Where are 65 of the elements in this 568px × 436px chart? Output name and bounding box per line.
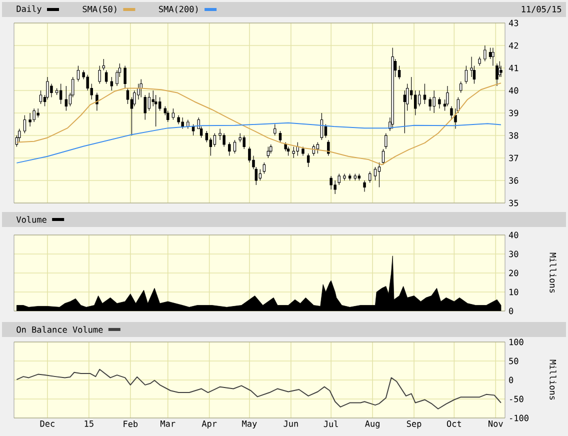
candlestick [302, 146, 304, 156]
candlestick [50, 83, 53, 98]
text: 11/05/15 [522, 6, 562, 14]
y-tick-label: 40 [508, 232, 518, 238]
legend-label: SMA(50) [82, 6, 116, 14]
y-tick-label: 37 [509, 154, 518, 162]
legend-label: Volume [16, 216, 46, 223]
y-tick-label: -50 [510, 396, 524, 402]
candlestick [124, 65, 126, 89]
x-tick-label: Jun [284, 420, 298, 427]
candlestick [384, 132, 388, 150]
y-tick-label: -100 [510, 414, 528, 422]
y-tick-label: 43 [508, 20, 518, 26]
y-tick-label: 10 [510, 288, 518, 296]
candlestick [116, 70, 118, 86]
candlestick [338, 173, 340, 186]
y-tick-label: 100 [510, 338, 524, 346]
legend-label: On Balance Volume [16, 326, 103, 333]
line-series [16, 82, 502, 166]
x-tick-label: Jul [324, 420, 338, 428]
candlestick [177, 114, 180, 125]
y-tick-label: 42 [508, 42, 518, 49]
x-tick-label: Aug [365, 420, 380, 429]
candlestick [46, 76, 49, 100]
y-axis-title: Millions [550, 252, 556, 293]
y-tick-label: 38 [509, 132, 518, 139]
y-tick-label: 0 [509, 308, 514, 314]
x-tick-label: Nov [488, 420, 503, 427]
y-axis-title: Millions [550, 360, 556, 400]
legend-label: SMA(200) [158, 6, 198, 14]
y-tick-label: 50 [509, 358, 518, 364]
y-tick-label: 39 [509, 110, 518, 116]
y-tick-label: 20 [509, 270, 518, 276]
x-tick-label: Dec [40, 420, 54, 427]
x-tick-label: Apr [202, 420, 217, 428]
y-tick-label: 30 [509, 250, 518, 258]
candlestick [470, 56, 473, 78]
y-tick-label: 40 [508, 87, 518, 94]
line-series [16, 122, 502, 164]
candlestick [343, 173, 346, 181]
x-tick-label: Oct [446, 420, 462, 427]
x-tick-label: Sep [406, 420, 422, 429]
candlestick [438, 96, 441, 109]
candlestick [484, 45, 486, 62]
candlestick [354, 173, 357, 181]
y-tick-label: 41 [508, 64, 518, 72]
candlestick [496, 63, 498, 86]
x-tick-label: 15 [84, 420, 94, 427]
legend-label: Daily [16, 5, 42, 14]
candlestick [363, 180, 366, 192]
candlestick [166, 110, 170, 122]
x-tick-label: Mar [160, 420, 176, 427]
candlestick [186, 119, 190, 130]
candlestick [358, 173, 361, 181]
candlestick [348, 173, 352, 181]
candlestick [222, 132, 226, 148]
candlestick [28, 112, 32, 127]
y-tick-label: 36 [509, 177, 518, 184]
candlestick [446, 86, 449, 107]
y-tick-label: 0 [509, 376, 514, 384]
candlestick [450, 106, 453, 120]
x-tick-label: May [242, 420, 257, 428]
x-tick-label: Feb [124, 420, 138, 428]
y-tick-label: 35 [509, 200, 518, 206]
candlestick [492, 47, 494, 66]
